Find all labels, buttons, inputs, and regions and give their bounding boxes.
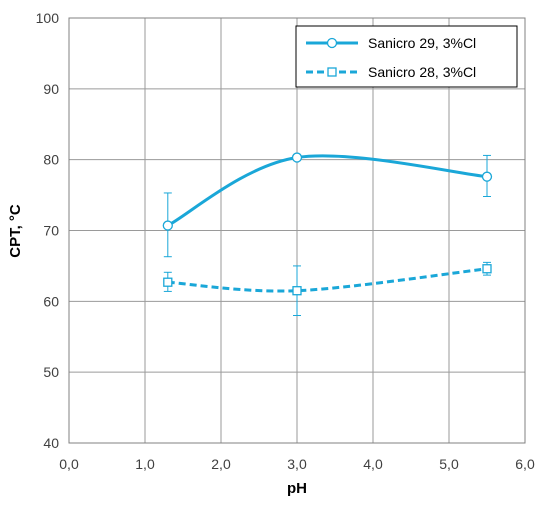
series-layer [162,152,493,316]
y-tick-label: 90 [43,81,59,97]
legend-box [295,25,518,88]
data-point [162,220,173,231]
legend-label-1: Sanicro 29, 3%Cl [368,35,476,51]
y-tick-label: 80 [43,152,59,168]
x-tick-label: 2,0 [211,456,231,472]
x-tick-label: 3,0 [287,456,307,472]
data-point [482,264,492,274]
x-tick-label: 6,0 [515,456,535,472]
plot-border [68,17,526,444]
data-point [292,286,302,296]
legend: Sanicro 29, 3%Cl Sanicro 28, 3%Cl [295,25,518,88]
data-point [291,152,303,163]
data-point [481,171,493,182]
tick-labels: 0,0 1,0 2,0 3,0 4,0 5,0 6,0 40 50 60 70 80 90 100 [36,10,535,472]
data-point [163,277,173,287]
legend-label-2: Sanicro 28, 3%Cl [368,64,476,80]
series-2 [163,261,492,316]
y-tick-label: 50 [43,364,59,380]
series-line [167,267,488,293]
x-tick-label: 4,0 [363,456,383,472]
y-tick-label: 70 [43,223,59,239]
y-tick-label: 40 [43,435,59,451]
legend-swatch-marker-1 [326,37,338,49]
x-tick-label: 1,0 [135,456,155,472]
series-1 [162,152,493,258]
x-axis-title: pH [287,480,307,497]
x-tick-label: 5,0 [439,456,459,472]
legend-swatch-marker-2 [327,67,337,77]
y-tick-label: 100 [36,10,60,26]
y-axis-title: CPT, °C [7,204,24,258]
y-tick-label: 60 [43,293,59,309]
x-tick-label: 0,0 [59,456,79,472]
